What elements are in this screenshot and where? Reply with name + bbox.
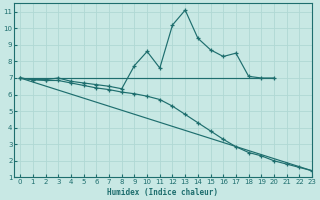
X-axis label: Humidex (Indice chaleur): Humidex (Indice chaleur) <box>108 188 219 197</box>
